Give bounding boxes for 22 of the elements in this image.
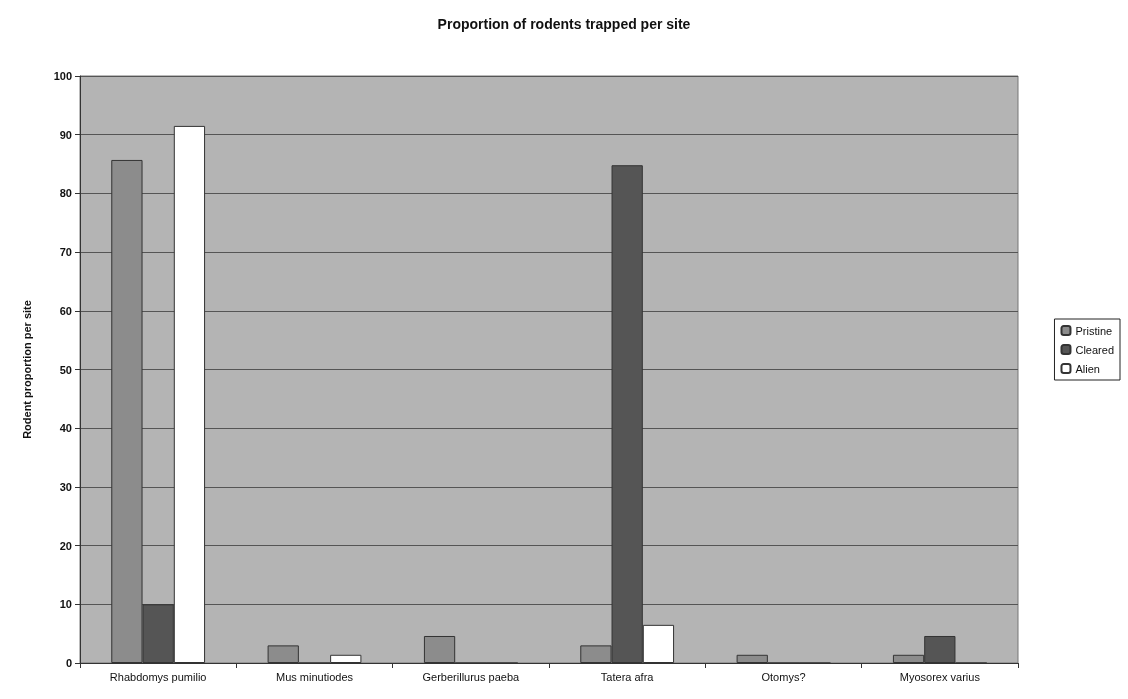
y-tick-label: 30 bbox=[59, 480, 72, 493]
legend-label: Alien bbox=[1075, 362, 1100, 375]
x-tick-label: Otomys? bbox=[761, 670, 806, 683]
y-tick-label: 80 bbox=[59, 187, 72, 200]
y-axis-title: Rodent proportion per site bbox=[20, 300, 33, 439]
y-tick-label: 10 bbox=[59, 598, 72, 611]
y-tick-label: 50 bbox=[59, 363, 72, 376]
y-tick-label: 20 bbox=[59, 539, 72, 552]
y-tick-label: 90 bbox=[59, 128, 72, 141]
x-tick-label: Tatera afra bbox=[600, 670, 655, 683]
y-tick-label: 40 bbox=[59, 422, 72, 435]
y-tick-label: 100 bbox=[53, 70, 72, 82]
chart-title: Proportion of rodents trapped per site bbox=[437, 16, 691, 32]
y-tick-label: 60 bbox=[59, 304, 72, 317]
legend-label: Pristine bbox=[1075, 324, 1113, 337]
x-tick-label: Myosorex varius bbox=[899, 670, 981, 683]
x-tick-label: Rhabdomys pumilio bbox=[109, 670, 207, 683]
y-tick-label: 0 bbox=[65, 657, 72, 669]
x-tick-label: Gerberillurus paeba bbox=[422, 670, 521, 683]
legend-label: Cleared bbox=[1075, 343, 1115, 356]
x-tick-label: Mus minutiodes bbox=[275, 670, 354, 683]
y-tick-label: 70 bbox=[59, 246, 72, 259]
